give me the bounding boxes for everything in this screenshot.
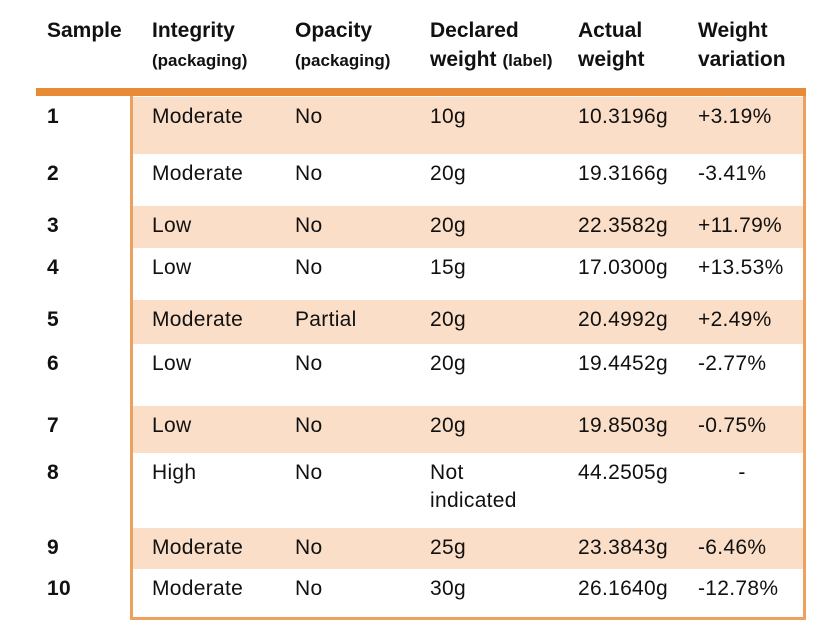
- sample-cell: 7: [47, 414, 59, 437]
- header-title: Opacity: [295, 19, 373, 42]
- declared-weight-cell: 25g: [430, 536, 466, 559]
- actual-weight-cell: 19.8503g: [578, 414, 668, 437]
- header-note: (packaging): [295, 51, 391, 70]
- integrity-cell: Low: [152, 256, 192, 279]
- header-title: Sample: [47, 19, 122, 42]
- table-row: 7 Low No 20g 19.8503g -0.75%: [36, 406, 806, 453]
- integrity-cell: Moderate: [152, 536, 244, 559]
- declared-weight-cell: 20g: [430, 308, 466, 331]
- integrity-cell: Low: [152, 214, 192, 237]
- sample-cell: 3: [47, 214, 59, 237]
- header-cell-actual-weight: Actual weight: [565, 12, 692, 75]
- declared-weight-cell: 20g: [430, 214, 466, 237]
- integrity-cell: High: [152, 461, 197, 484]
- actual-weight-cell: 19.4452g: [578, 352, 668, 375]
- header-note: (packaging): [152, 51, 248, 70]
- declared-weight-cell: 30g: [430, 577, 466, 600]
- weight-variation-cell: -: [738, 461, 746, 484]
- table-row: 2 Moderate No 20g 19.3166g -3.41%: [36, 154, 806, 206]
- integrity-cell: Moderate: [152, 308, 244, 331]
- opacity-cell: No: [295, 105, 323, 128]
- actual-weight-cell: 20.4992g: [578, 308, 668, 331]
- sample-cell: 8: [47, 461, 59, 484]
- declared-weight-cell: 20g: [430, 162, 466, 185]
- header-title-line2: weight: [578, 48, 645, 71]
- header-title: Integrity: [152, 19, 235, 42]
- integrity-cell: Moderate: [152, 105, 244, 128]
- integrity-cell: Moderate: [152, 577, 244, 600]
- sample-cell: 6: [47, 352, 59, 375]
- table-row: 10 Moderate No 30g 26.1640g -12.78%: [36, 569, 806, 619]
- header-cell-opacity: Opacity (packaging): [277, 12, 420, 75]
- declared-weight-cell: 10g: [430, 105, 466, 128]
- declared-weight-cell: 15g: [430, 256, 466, 279]
- header-title: Declared: [430, 19, 519, 42]
- weight-variation-cell: +3.19%: [698, 105, 772, 128]
- opacity-cell: No: [295, 352, 323, 375]
- header-title-line2: variation: [698, 48, 786, 71]
- weight-variation-cell: +11.79%: [698, 214, 783, 237]
- actual-weight-cell: 10.3196g: [578, 105, 668, 128]
- header-title: Weight: [698, 19, 768, 42]
- declared-weight-cell: 20g: [430, 414, 466, 437]
- table-row: 5 Moderate Partial 20g 20.4992g +2.49%: [36, 300, 806, 344]
- table-row: 1 Moderate No 10g 10.3196g +3.19%: [36, 97, 806, 154]
- table-body: 1 Moderate No 10g 10.3196g +3.19% 2 Mode…: [36, 97, 806, 619]
- sample-cell: 4: [47, 256, 59, 279]
- opacity-cell: Partial: [295, 308, 357, 331]
- actual-weight-cell: 44.2505g: [578, 461, 668, 484]
- weight-variation-cell: -12.78%: [698, 577, 779, 600]
- weight-variation-cell: -6.46%: [698, 536, 767, 559]
- table-row: 4 Low No 15g 17.0300g +13.53%: [36, 248, 806, 300]
- sample-cell: 10: [47, 577, 71, 600]
- table-header: Sample Integrity (packaging) Opacity (pa…: [36, 12, 806, 75]
- integrity-cell: Low: [152, 352, 192, 375]
- header-cell-sample: Sample: [36, 12, 130, 75]
- opacity-cell: No: [295, 577, 323, 600]
- opacity-cell: No: [295, 461, 323, 484]
- header-title-line2: weight: [430, 48, 497, 71]
- integrity-cell: Moderate: [152, 162, 244, 185]
- declared-weight-cell: 20g: [430, 352, 466, 375]
- table-row: 3 Low No 20g 22.3582g +11.79%: [36, 206, 806, 248]
- opacity-cell: No: [295, 536, 323, 559]
- actual-weight-cell: 26.1640g: [578, 577, 668, 600]
- weight-variation-cell: +2.49%: [698, 308, 772, 331]
- header-cell-integrity: Integrity (packaging): [130, 12, 277, 75]
- weight-variation-cell: -3.41%: [698, 162, 767, 185]
- table-row: 8 High No Not indicated 44.2505g -: [36, 453, 806, 528]
- weight-variation-cell: +13.53%: [698, 256, 784, 279]
- header-note: (label): [502, 51, 553, 70]
- actual-weight-cell: 19.3166g: [578, 162, 668, 185]
- header-divider-bar: [36, 88, 806, 96]
- actual-weight-cell: 23.3843g: [578, 536, 668, 559]
- header-cell-declared-weight: Declared weight (label): [420, 12, 565, 75]
- actual-weight-cell: 22.3582g: [578, 214, 668, 237]
- opacity-cell: No: [295, 214, 323, 237]
- opacity-cell: No: [295, 256, 323, 279]
- weight-variation-cell: -2.77%: [698, 352, 767, 375]
- header-title: Actual: [578, 19, 643, 42]
- opacity-cell: No: [295, 162, 323, 185]
- table-row: 9 Moderate No 25g 23.3843g -6.46%: [36, 528, 806, 569]
- sample-cell: 2: [47, 162, 59, 185]
- declared-weight-cell: Not indicated: [430, 461, 517, 512]
- sample-cell: 5: [47, 308, 59, 331]
- actual-weight-cell: 17.0300g: [578, 256, 668, 279]
- integrity-cell: Low: [152, 414, 192, 437]
- header-cell-weight-variation: Weight variation: [692, 12, 806, 75]
- sample-cell: 1: [47, 105, 59, 128]
- opacity-cell: No: [295, 414, 323, 437]
- sample-cell: 9: [47, 536, 59, 559]
- table-row: 6 Low No 20g 19.4452g -2.77%: [36, 344, 806, 406]
- weight-variation-cell: -0.75%: [698, 414, 767, 437]
